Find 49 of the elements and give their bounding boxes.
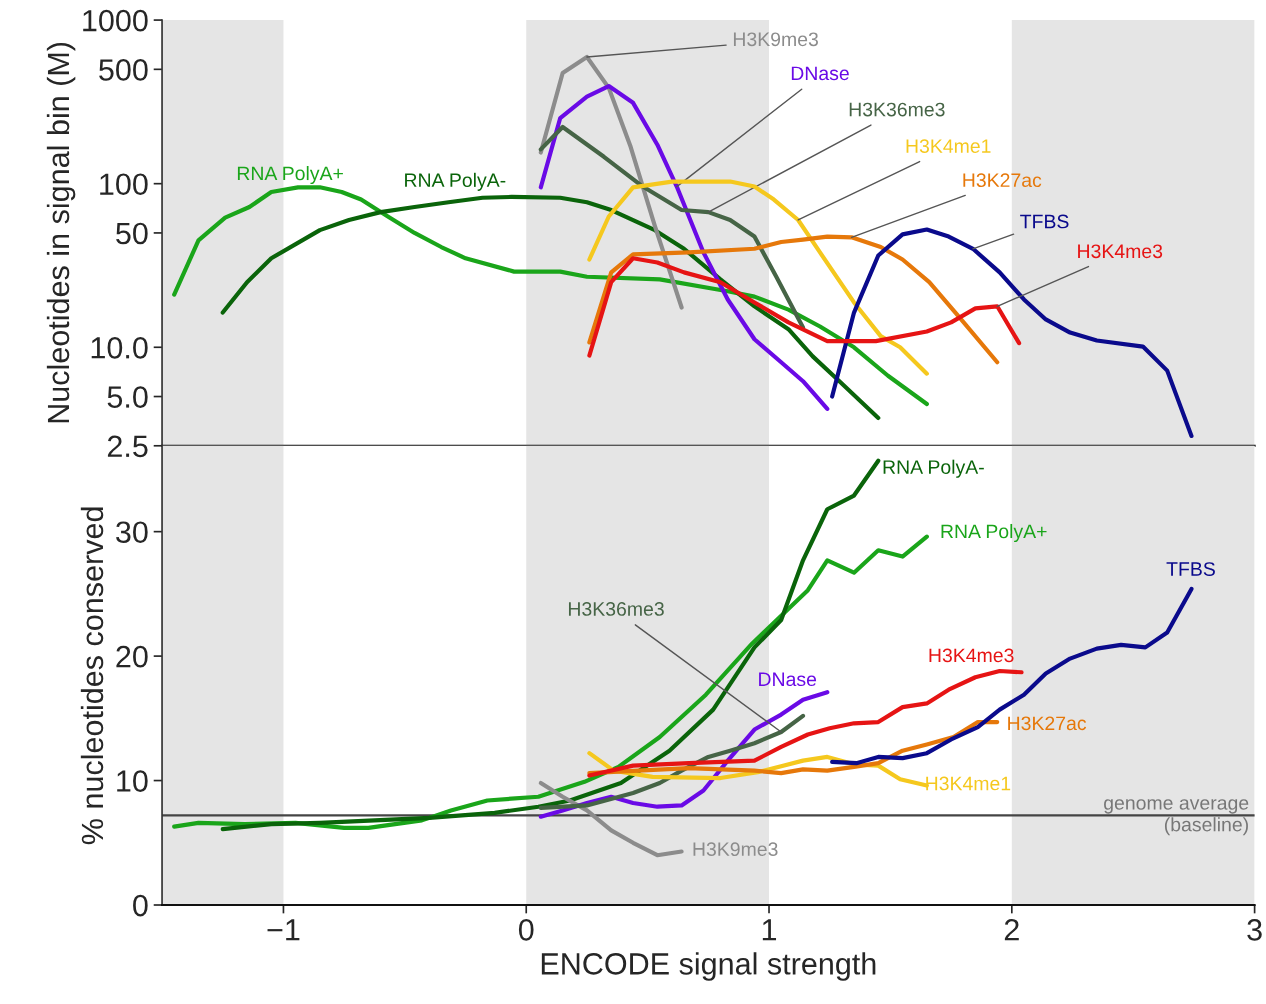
x-tick-label: 0 — [518, 919, 534, 941]
x-axis-title: ENCODE signal strength — [541, 952, 876, 981]
series-label: RNA PolyA+ — [941, 523, 1047, 543]
y-tick-label: 0 — [133, 894, 148, 917]
line-series — [587, 256, 1022, 358]
y-tick-label: 5.0 — [107, 386, 148, 408]
series-label: H3K4me1 — [926, 776, 1011, 791]
line-series — [538, 83, 830, 412]
text: TFBS — [1020, 214, 1069, 229]
line-series — [830, 586, 1194, 766]
line-series — [220, 458, 881, 832]
x-tick-label: −1 — [267, 919, 300, 941]
x-tick-label: 3 — [1247, 919, 1262, 941]
x-tick-label: 1 — [762, 919, 777, 941]
series-label: RNA PolyA- — [883, 459, 984, 478]
y-tick-label: 10.0 — [91, 337, 148, 359]
series-label: TFBS — [1166, 562, 1215, 576]
line-series — [587, 179, 929, 376]
y-axis-title: % nucleotides conserved — [80, 507, 104, 845]
y-tick-label: 10 — [117, 770, 148, 792]
line-series — [587, 234, 1000, 365]
text: H3K4me1 — [906, 139, 991, 154]
text: H3K9me3 — [733, 32, 818, 47]
text: H3K36me3 — [568, 602, 664, 616]
text: DNase — [791, 66, 849, 81]
series-label: H3K27ac — [1008, 716, 1087, 731]
ref-line-label: genome average (baseline) — [1104, 799, 1249, 836]
line-series — [538, 54, 684, 310]
y-tick-label: 500 — [99, 59, 148, 81]
series-label: H3K4me3 — [929, 648, 1014, 663]
line-series — [538, 780, 684, 858]
y-tick-label: 50 — [116, 222, 148, 245]
y-tick-label: 2.5 — [107, 435, 148, 458]
text: H3K27ac — [963, 173, 1042, 188]
text: H3K36me3 — [849, 102, 945, 117]
y-tick-label: 100 — [100, 173, 148, 196]
line-series — [830, 227, 1194, 439]
y-axis-title: Nucleotides in signal bin (M) — [46, 42, 76, 423]
x-tick-label: 2 — [1004, 919, 1019, 941]
text: H3K4me3 — [1078, 244, 1163, 259]
series-label: RNA PolyA- — [405, 172, 506, 191]
y-tick-label: 20 — [116, 645, 148, 668]
y-tick-label: 1000 — [83, 9, 148, 32]
series-label: H3K9me3 — [693, 842, 778, 857]
y-tick-label: 30 — [116, 521, 148, 544]
series-label: DNase — [759, 672, 817, 687]
line-series — [538, 124, 806, 330]
series-label: RNA PolyA+ — [237, 165, 343, 185]
line-series — [220, 194, 881, 421]
